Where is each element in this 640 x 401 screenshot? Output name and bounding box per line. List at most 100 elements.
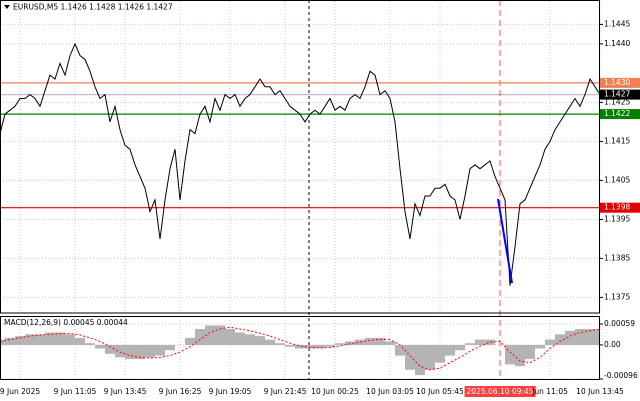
x-tick-label: 9 Jun 19:05 [209, 387, 252, 396]
trend-line [497, 198, 513, 284]
y-tick-label: -0.00096 [604, 371, 638, 380]
x-tick-label: 9 Jun 16:25 [159, 387, 202, 396]
macd-bar [215, 325, 225, 345]
macd-bar [325, 344, 335, 347]
macd-bar [35, 334, 45, 345]
macd-bar [385, 341, 395, 345]
macd-bar [405, 344, 415, 370]
y-tick-label: 1.1440 [604, 39, 630, 48]
macd-bar [345, 341, 355, 345]
macd-bar [365, 337, 375, 345]
y-tick-label: 1.1385 [604, 253, 630, 262]
macd-bar [45, 332, 55, 345]
macd-bar [285, 344, 295, 347]
macd-bar [515, 344, 525, 367]
x-tick-label: 9 Jun 11:05 [54, 387, 97, 396]
price-level-box [600, 109, 640, 120]
macd-bar [255, 336, 265, 345]
x-tick-label: 9 Jun 2025 [0, 387, 40, 396]
x-tick-label: 9 Jun 13:45 [104, 387, 147, 396]
macd-bar [525, 344, 535, 360]
macd-bar [475, 339, 485, 345]
macd-bar [435, 344, 445, 363]
macd-bar [305, 344, 315, 349]
macd-bar [585, 328, 595, 345]
macd-bar [65, 334, 75, 345]
macd-bar [545, 339, 555, 345]
macd-bar [15, 336, 25, 345]
macd-bar [85, 343, 95, 345]
macd-bar [195, 328, 205, 345]
macd-bar [145, 344, 155, 358]
title-arrow [4, 5, 10, 9]
x-tick-label: 10 Jun 13:45 [576, 387, 624, 396]
macd-bar [275, 343, 285, 345]
macd-bar [445, 344, 455, 356]
price-level-box [600, 202, 640, 213]
macd-bar [115, 344, 125, 358]
macd-bar [555, 334, 565, 345]
x-tick-label: 10 Jun 03:05 [366, 387, 414, 396]
macd-bar [505, 344, 515, 365]
macd-bar [225, 328, 235, 345]
signal-line [0, 326, 600, 371]
y-tick-label: 1.1425 [604, 97, 630, 106]
macd-bar [155, 344, 165, 356]
x-tick-label: 10 Jun 05:45 [416, 387, 464, 396]
macd-bar [235, 332, 245, 345]
macd-bar [335, 343, 345, 345]
x-tick-label: 9 Jun 21:45 [264, 387, 307, 396]
price-level-label: 1.1422 [604, 109, 630, 118]
macd-bar [355, 339, 365, 345]
macd-bar [55, 332, 65, 345]
y-tick-label: 1.1445 [604, 19, 630, 28]
macd-bar [425, 344, 435, 370]
main-frame [0, 0, 600, 314]
macd-frame [0, 316, 600, 380]
macd-bar [165, 344, 175, 351]
macd-bar [455, 344, 465, 351]
x-tick-label: 10 Jun 00:25 [311, 387, 359, 396]
macd-bar [5, 337, 15, 345]
macd-bar [315, 344, 325, 349]
price-line [0, 42, 600, 286]
labels-layer: 1.13751.13851.13951.14051.14151.14251.14… [0, 19, 640, 397]
y-tick-label: 0.00059 [604, 319, 635, 328]
macd-bar [95, 344, 105, 349]
price-level-box [600, 77, 640, 88]
macd-bar [565, 330, 575, 345]
macd-bar [135, 344, 145, 360]
macd-bar [595, 328, 600, 345]
marks-layer [0, 42, 600, 376]
y-tick-label: 0.00 [604, 340, 621, 349]
y-tick-label: 1.1415 [604, 136, 630, 145]
macd-bar [535, 344, 545, 349]
macd-bar [75, 337, 85, 345]
price-level-label: 1.1427 [604, 90, 630, 99]
macd-bar [415, 344, 425, 376]
price-level-box [600, 89, 640, 100]
macd-bar [245, 334, 255, 345]
y-tick-label: 1.1375 [604, 292, 630, 301]
y-tick-label: 1.1395 [604, 214, 630, 223]
macd-bar [575, 328, 585, 345]
x-tick-label: 2025.06.10 09:45 [467, 387, 534, 396]
cursor-label-box [464, 386, 536, 397]
macd-bar [105, 344, 115, 354]
macd-bar [295, 344, 305, 349]
y-tick-label: 1.1405 [604, 175, 630, 184]
price-level-label: 1.1398 [604, 203, 630, 212]
chart-title: EURUSD,M5 1.1426 1.1428 1.1426 1.1427 [13, 3, 173, 12]
macd-bar [395, 344, 405, 356]
macd-bar [485, 339, 495, 345]
macd-bar [0, 339, 5, 345]
macd-bar [465, 343, 475, 345]
macd-bar [185, 337, 195, 345]
macd-bar [125, 344, 135, 360]
x-tick-label: Jun 11:05 [531, 387, 568, 396]
macd-bar [375, 337, 385, 345]
macd-bar [265, 339, 275, 345]
macd-title: MACD(12,26,9) 0.00045 0.00044 [4, 318, 128, 327]
